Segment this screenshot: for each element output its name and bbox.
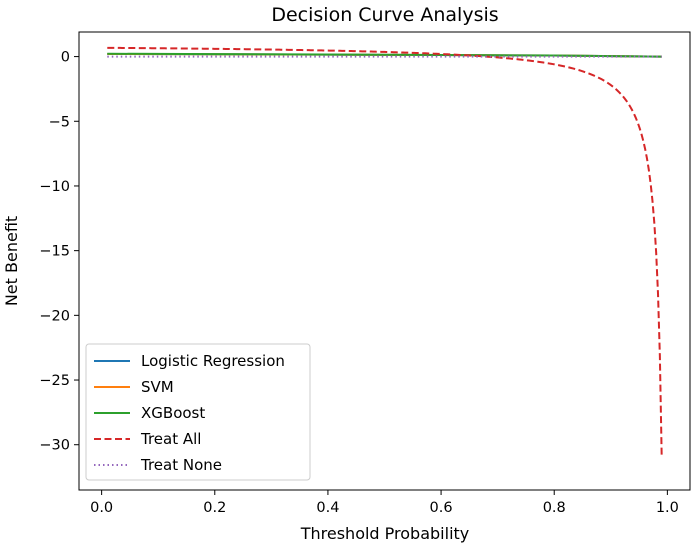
- legend-label: XGBoost: [141, 404, 205, 422]
- legend-label: SVM: [141, 378, 174, 396]
- legend-label: Treat All: [140, 430, 201, 448]
- plot-frame: [78, 31, 691, 491]
- x-tick-label: 0.0: [90, 500, 113, 516]
- y-tick-label: −20: [39, 308, 70, 324]
- legend: Logistic Regression SVM XGBoost Treat All Tr…: [85, 343, 311, 481]
- x-axis-label: Threshold Probability: [300, 524, 470, 543]
- y-tick-label: −25: [39, 373, 70, 389]
- y-axis-label: Net Benefit: [2, 216, 21, 306]
- legend-label: Treat None: [140, 456, 222, 474]
- legend-label: Logistic Regression: [141, 352, 285, 370]
- x-tick-label: 0.6: [430, 500, 453, 516]
- legend-box: [85, 343, 311, 481]
- series-line-4: [107, 46, 663, 458]
- y-tick-label: 0: [61, 50, 70, 66]
- plot-area: [107, 46, 663, 458]
- axes: 0.0 0.2 0.4 0.6 0.8 1.0 0 −5 −10 −15 −20 −25 −30: [39, 31, 691, 516]
- y-tick-label: −5: [49, 114, 70, 130]
- y-tick-label: −10: [39, 179, 70, 195]
- y-tick-label: −30: [39, 438, 70, 454]
- x-tick-label: 1.0: [656, 500, 679, 516]
- x-tick-label: 0.4: [316, 500, 339, 516]
- y-tick-label: −15: [39, 244, 70, 260]
- x-tick-label: 0.8: [543, 500, 566, 516]
- x-tick-label: 0.2: [203, 500, 226, 516]
- chart-title: Decision Curve Analysis: [271, 4, 498, 26]
